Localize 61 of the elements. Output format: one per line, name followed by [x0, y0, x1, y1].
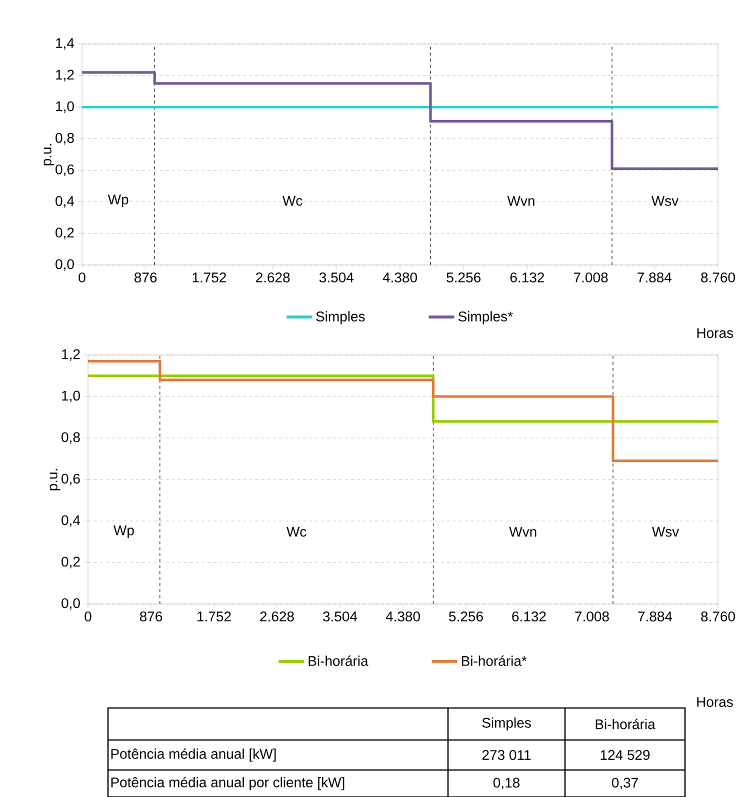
annotation: Wc	[286, 526, 306, 537]
x-tick-label: 5.256	[449, 612, 483, 622]
x-tick-label: 3.504	[323, 612, 358, 622]
x-tick-label: 7.884	[638, 612, 672, 622]
y-tick-label: 0,6	[56, 164, 74, 176]
y-tick-label: 1,2	[56, 70, 74, 82]
y-tick-label: 1,4	[56, 38, 74, 50]
y-tick-label: 1,2	[62, 349, 80, 361]
text: 273 011	[482, 750, 531, 760]
legend-label: Simples*	[458, 311, 513, 324]
y-axis-title: p.u.	[44, 144, 54, 166]
x-tick-label: 5.256	[446, 272, 480, 282]
legend-label: Bi-horária*	[462, 655, 527, 666]
x-tick-label: 4.380	[382, 272, 417, 282]
x-axis-title: Horas	[697, 328, 734, 338]
annotation: Wsv	[652, 526, 680, 537]
y-tick-label: 1,0	[56, 101, 74, 113]
text: Bi-horária	[596, 718, 656, 730]
legend-label: Bi-horária	[308, 655, 368, 666]
text: Potência média anual por cliente [kW]	[111, 776, 344, 790]
text: Potência média anual [kW]	[111, 748, 276, 762]
y-tick-label: 0,2	[62, 556, 80, 568]
x-tick-label: 6.132	[510, 272, 544, 282]
x-tick-label: 4.380	[386, 612, 420, 622]
x-tick-label: 876	[140, 612, 162, 622]
text: 0,37	[612, 778, 638, 790]
x-tick-label: 7.884	[638, 272, 672, 282]
x-tick-label: 876	[134, 272, 157, 282]
annotation: Wp	[114, 526, 134, 538]
x-axis-title: Horas	[697, 697, 733, 707]
y-tick-label: 0,6	[62, 474, 80, 486]
x-tick-label: 6.132	[512, 612, 546, 622]
y-tick-label: 0,2	[56, 228, 74, 240]
y-tick-label: 0,8	[62, 432, 80, 444]
y-tick-label: 0,0	[62, 598, 80, 610]
text: 0,18	[493, 778, 520, 790]
x-tick-label: 1.752	[198, 612, 231, 622]
y-tick-label: 0,4	[62, 515, 80, 527]
x-tick-label: 7.008	[574, 272, 608, 282]
x-tick-label: 0	[84, 612, 92, 622]
annotation: Wp	[108, 194, 128, 208]
x-tick-label: 8.760	[701, 612, 735, 622]
text: Simples	[482, 717, 531, 731]
x-tick-label: 7.008	[575, 612, 609, 622]
annotation: Wvn	[507, 196, 534, 206]
x-tick-label: 1.752	[192, 272, 226, 282]
y-tick-label: 0,8	[56, 132, 74, 144]
legend-label: Simples	[316, 311, 365, 324]
annotation: Wsv	[651, 196, 679, 206]
x-tick-label: 8.760	[701, 272, 735, 282]
annotation: Wc	[282, 196, 302, 206]
x-tick-label: 0	[78, 272, 86, 282]
x-tick-label: 3.504	[319, 272, 354, 282]
y-axis-title: p.u.	[50, 469, 60, 490]
annotation: Wvn	[509, 526, 536, 537]
text: 124 529	[600, 750, 650, 760]
y-tick-label: 1,0	[62, 390, 80, 402]
x-tick-label: 2.628	[260, 612, 294, 622]
y-tick-label: 0,4	[56, 196, 74, 208]
x-tick-label: 2.628	[256, 272, 290, 282]
y-tick-label: 0,0	[56, 259, 74, 271]
